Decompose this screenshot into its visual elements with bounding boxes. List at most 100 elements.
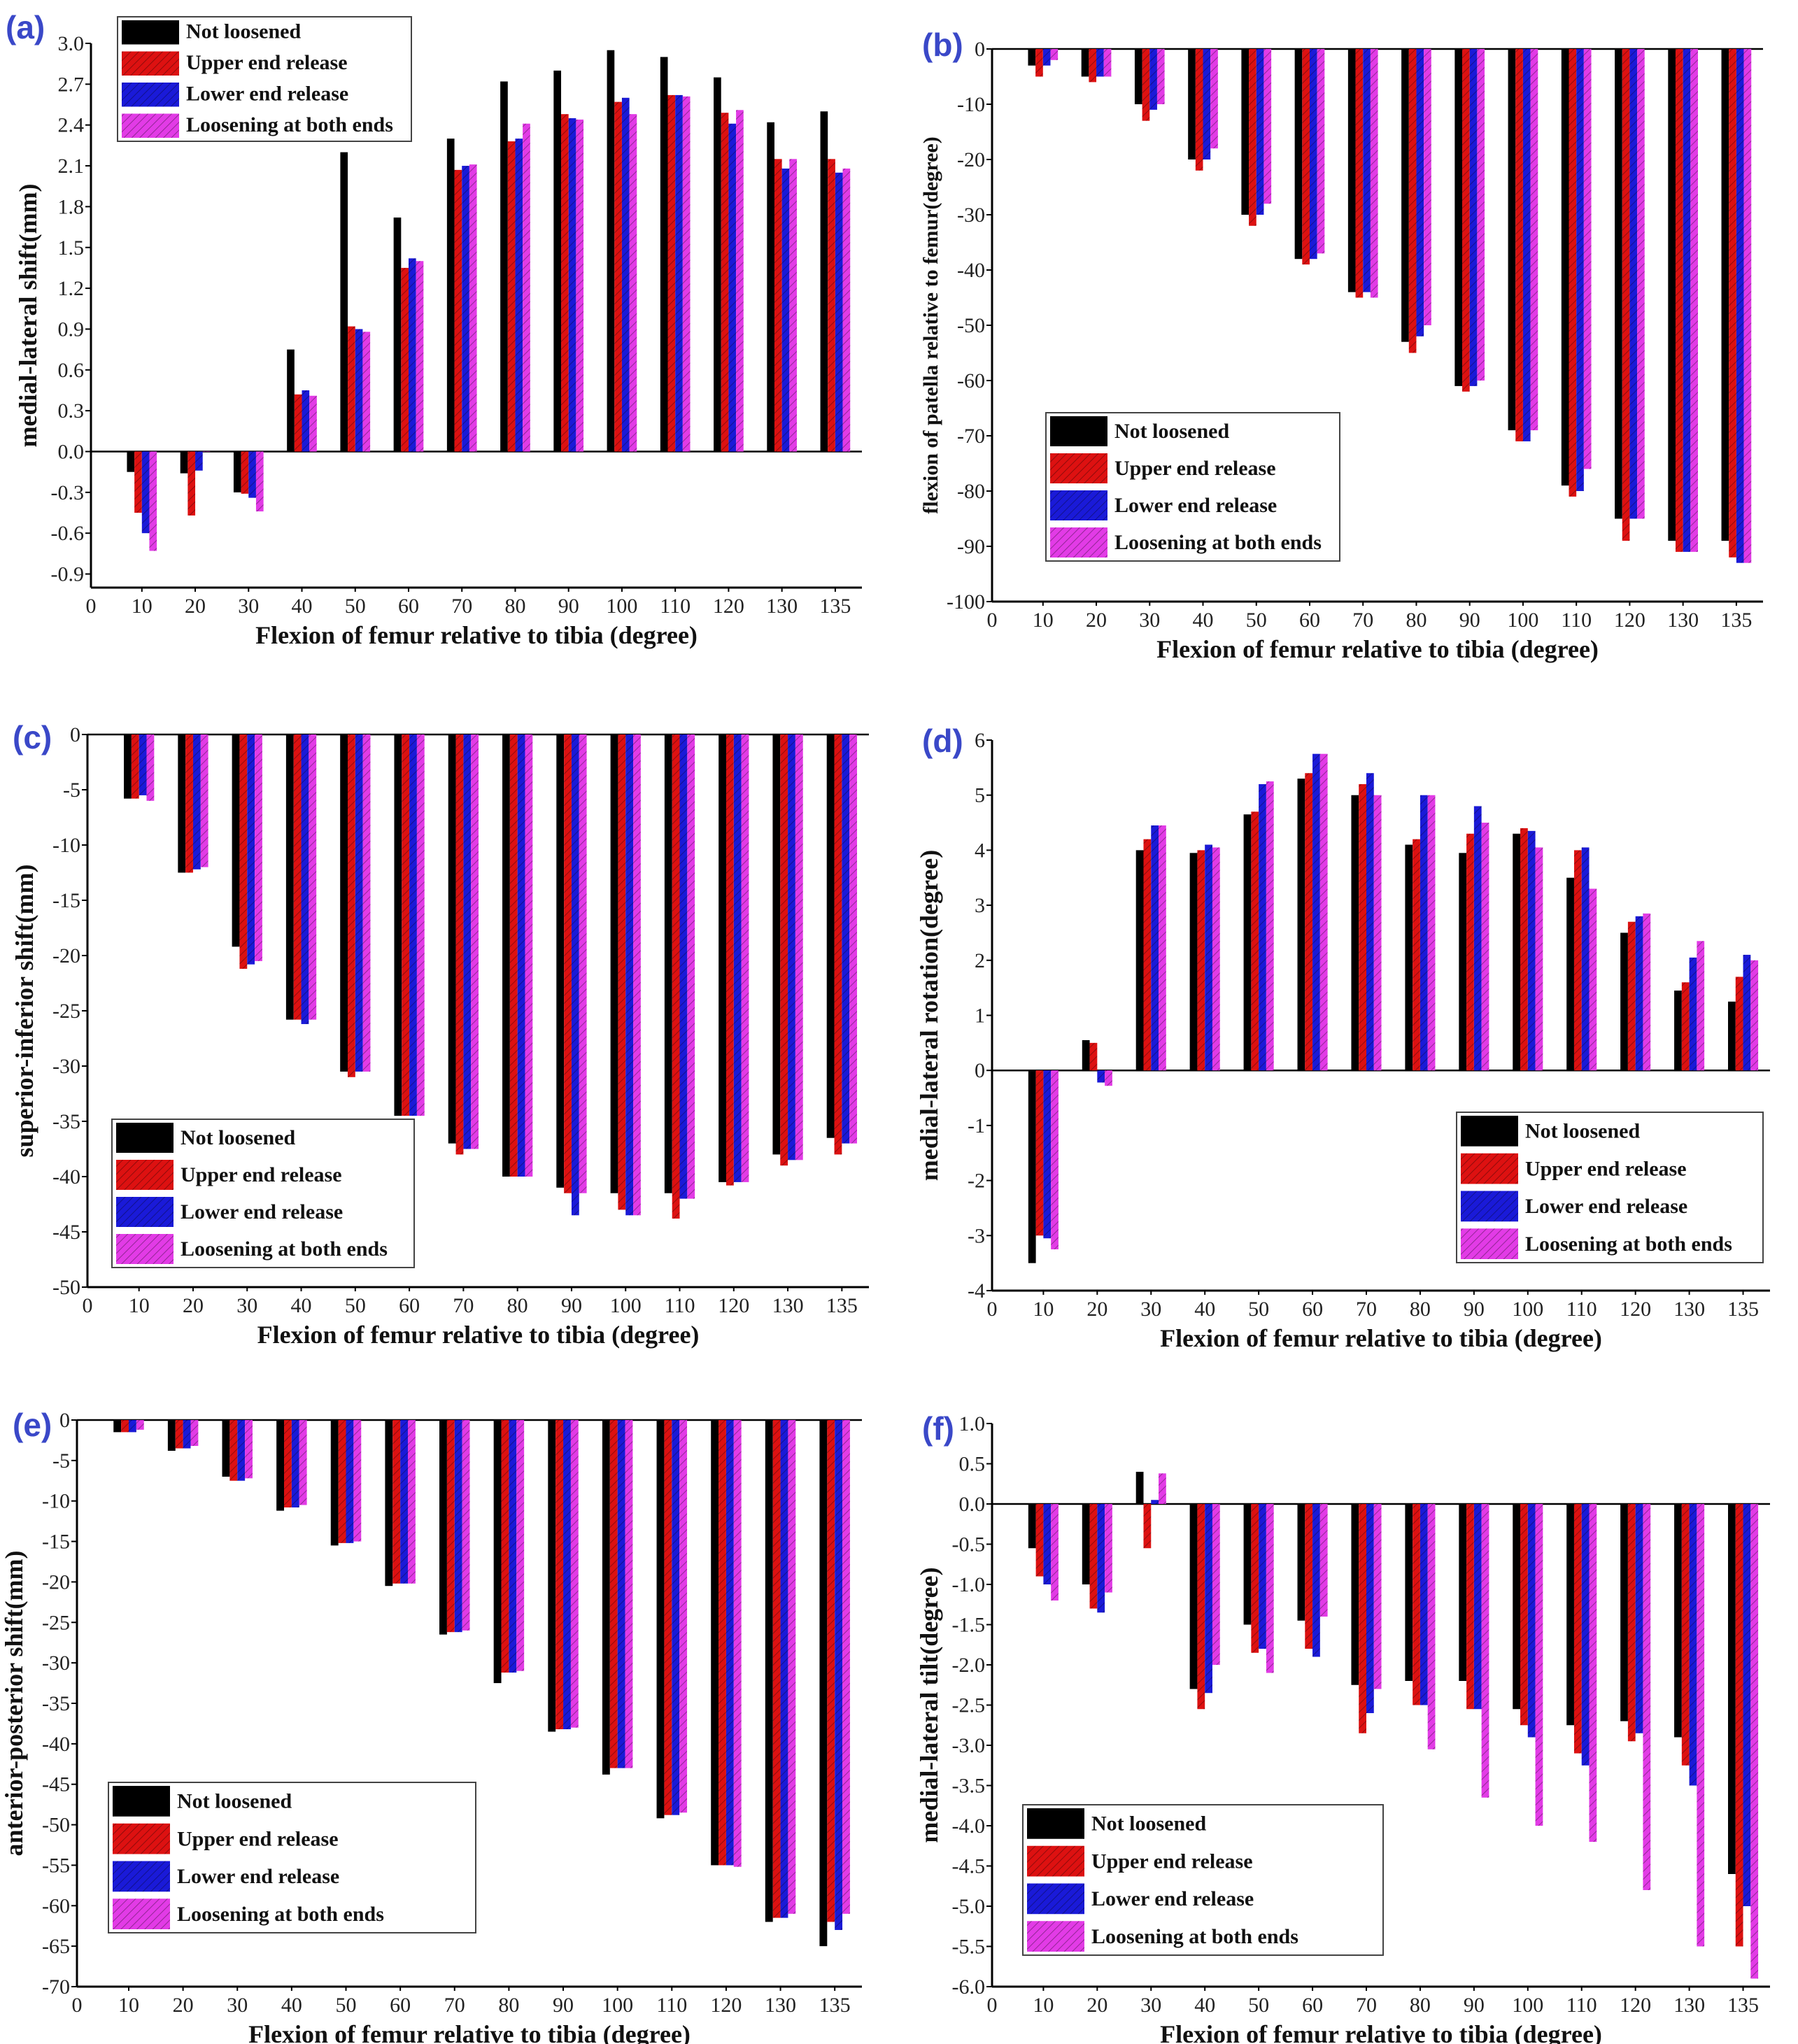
bar-3 [842, 1420, 850, 1914]
legend: Not loosened Upper end release Lower end r… [1045, 412, 1340, 562]
bar-1 [402, 734, 410, 1116]
bar-3 [1427, 795, 1436, 1071]
bar-1 [1729, 49, 1736, 558]
bar-0 [222, 1420, 230, 1477]
bar-0 [1135, 1472, 1144, 1504]
bar-0 [711, 1420, 719, 1866]
legend-label-3: Loosening at both ends [1525, 1233, 1732, 1256]
bar-3 [1105, 1504, 1112, 1593]
legend-swatch-1 [116, 1160, 174, 1190]
x-tick-label: 10 [129, 1294, 150, 1317]
bar-3 [416, 734, 425, 1116]
bar-1 [618, 734, 626, 1210]
bar-1 [455, 734, 464, 1155]
y-tick-label: -45 [52, 1221, 80, 1244]
bar-2 [1635, 916, 1643, 1071]
bar-3 [471, 734, 479, 1149]
x-axis-label: Flexion of femur relative to tibia (degr… [1160, 1324, 1602, 1352]
bar-3 [299, 1420, 307, 1505]
bar-3 [1535, 1504, 1543, 1826]
bar-3 [1697, 941, 1705, 1071]
bar-3 [1637, 49, 1645, 519]
x-tick-label: 70 [1356, 1298, 1377, 1321]
bar-0 [1297, 779, 1305, 1071]
legend: Not loosened Upper end release Lower end r… [1022, 1804, 1384, 1956]
bar-0 [820, 111, 828, 452]
bar-3 [149, 451, 157, 551]
legend-swatch-0 [113, 1786, 170, 1817]
bar-3 [788, 1420, 796, 1914]
legend-label-3: Loosening at both ends [177, 1903, 384, 1926]
x-tick-label: 120 [718, 1294, 749, 1317]
bar-1 [780, 734, 788, 1166]
bar-0 [819, 1420, 828, 1947]
bar-2 [1042, 49, 1051, 66]
legend: Not loosened Upper end release Lower end r… [111, 1119, 415, 1268]
bar-0 [1188, 49, 1196, 159]
bar-2 [355, 329, 363, 452]
legend-label-1: Upper end release [177, 1827, 339, 1850]
legend-swatch-2 [116, 1197, 174, 1227]
y-tick-label: 6 [975, 729, 985, 752]
x-tick-label: 20 [173, 1994, 194, 2017]
x-tick-label: 0 [86, 595, 97, 618]
bar-0 [1508, 49, 1516, 431]
y-tick-label: -10 [52, 834, 80, 857]
x-tick-label: 40 [292, 595, 313, 618]
x-tick-label: 0 [72, 1994, 83, 2017]
bar-2 [835, 172, 843, 452]
bar-3 [629, 114, 637, 452]
legend-label-1: Upper end release [1525, 1157, 1687, 1180]
bar-1 [1355, 49, 1364, 298]
bar-0 [1620, 1504, 1628, 1722]
bar-2 [509, 1420, 517, 1673]
legend: Not loosened Upper end release Lower end r… [108, 1782, 476, 1933]
bar-2 [1473, 806, 1482, 1071]
bar-2 [291, 1420, 299, 1507]
bar-0 [1082, 1504, 1090, 1584]
x-tick-label: 50 [345, 595, 366, 618]
bar-0 [656, 1420, 665, 1819]
bar-1 [1466, 833, 1474, 1071]
bar-1 [1142, 49, 1150, 121]
bar-3 [146, 734, 155, 801]
bar-2 [1151, 825, 1159, 1071]
y-tick-label: -70 [957, 425, 985, 448]
bar-0 [276, 1420, 285, 1511]
y-tick-label: -40 [42, 1733, 70, 1756]
x-tick-label: 135 [1727, 1994, 1759, 2017]
bar-3 [1266, 1504, 1274, 1673]
bar-2 [563, 1420, 571, 1730]
y-tick-label: -25 [52, 1000, 80, 1023]
bar-0 [1727, 1504, 1736, 1874]
bar-3 [741, 734, 749, 1182]
x-tick-label: 60 [1299, 609, 1320, 632]
y-tick-label: -3 [968, 1224, 985, 1247]
legend-swatch-1 [1461, 1153, 1518, 1184]
y-tick-label: -20 [42, 1570, 70, 1594]
bar-0 [1454, 49, 1463, 386]
panel-label: (a) [6, 9, 45, 45]
bar-1 [774, 159, 782, 452]
bar-2 [842, 734, 850, 1144]
bar-2 [128, 1420, 136, 1433]
bar-0 [1189, 853, 1198, 1071]
bar-1 [725, 734, 734, 1186]
bar-1 [294, 394, 302, 452]
bar-1 [401, 267, 409, 452]
legend-label-1: Upper end release [180, 1163, 342, 1186]
bar-1 [1681, 982, 1690, 1071]
x-tick-label: 100 [1507, 609, 1538, 632]
bar-1 [672, 734, 680, 1219]
bar-1 [509, 734, 518, 1177]
y-tick-label: -50 [52, 1276, 80, 1299]
bar-2 [1203, 49, 1211, 159]
bar-3 [625, 1420, 633, 1768]
bar-1 [1089, 1504, 1098, 1609]
y-tick-label: -3.5 [952, 1775, 986, 1798]
x-tick-label: 40 [1194, 1994, 1215, 2017]
legend-label-2: Lower end release [177, 1865, 339, 1888]
bar-3 [1481, 823, 1489, 1071]
bar-1 [446, 1420, 455, 1633]
bar-0 [1566, 877, 1574, 1071]
